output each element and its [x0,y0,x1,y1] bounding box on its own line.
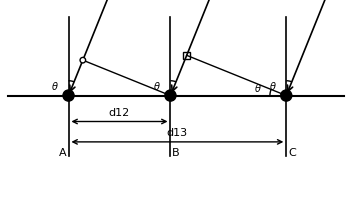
Circle shape [281,90,292,101]
Circle shape [80,57,86,63]
Circle shape [165,90,176,101]
Text: θ: θ [270,82,276,92]
Circle shape [63,90,74,101]
Text: θ: θ [154,82,160,92]
Text: C: C [288,148,296,158]
Text: θ: θ [52,82,58,92]
Text: A: A [59,148,67,158]
Text: B: B [172,148,180,158]
Text: d12: d12 [109,108,130,118]
Text: d13: d13 [167,128,188,138]
Text: θ: θ [255,84,261,94]
